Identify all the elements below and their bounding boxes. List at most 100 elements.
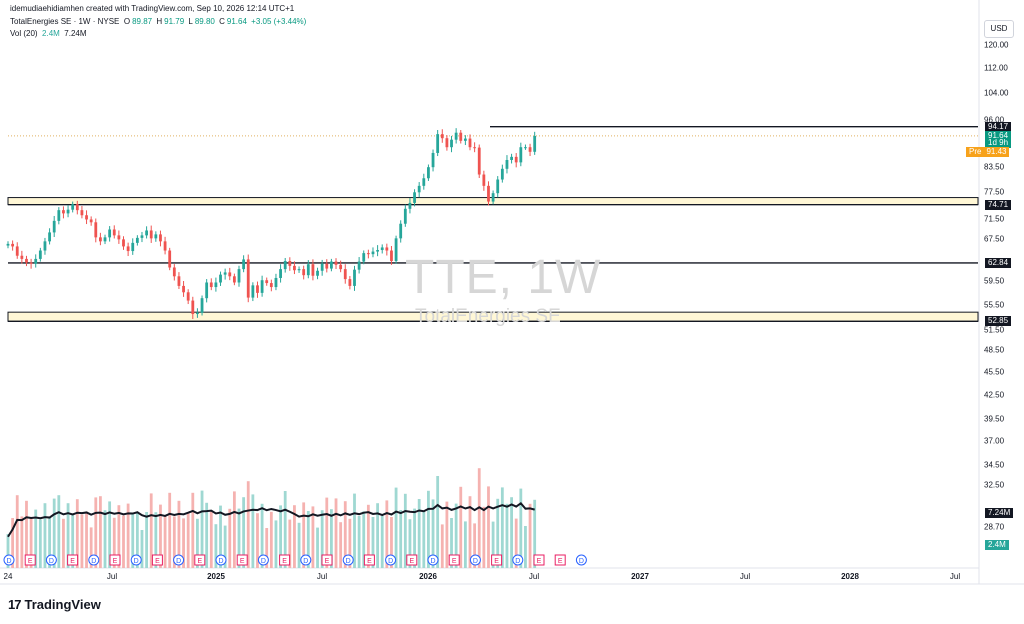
candle: [491, 193, 495, 202]
candle: [159, 234, 162, 242]
candle: [20, 255, 24, 259]
dividend-marker: [215, 554, 227, 566]
volume-bar: [191, 492, 195, 568]
candle: [163, 241, 167, 251]
candle: [214, 282, 218, 288]
price-label-level: 62.84: [985, 257, 1012, 268]
candle: [306, 264, 310, 276]
earnings-marker: [554, 554, 566, 566]
volume-bar: [500, 487, 504, 568]
candle: [34, 258, 38, 264]
dividend-marker: [3, 554, 15, 566]
candle: [94, 222, 98, 238]
time-tick: Jul: [316, 572, 328, 581]
dividend-marker: [300, 554, 312, 566]
candle: [25, 258, 28, 263]
volume-value: 2.4M: [42, 29, 60, 38]
candle: [366, 253, 370, 255]
earnings-marker: [236, 554, 248, 566]
time-tick: Jul: [739, 572, 751, 581]
candle: [343, 269, 347, 280]
volume-bar: [417, 499, 421, 568]
price-tick: 51.50: [984, 325, 1005, 335]
dividend-marker-label: D: [515, 558, 520, 565]
volume-bar: [436, 476, 440, 568]
candle: [260, 280, 264, 293]
candle: [172, 267, 176, 277]
volume-bar: [496, 498, 500, 568]
candle: [440, 134, 444, 139]
dividend-marker-label: D: [430, 558, 435, 565]
volume-ma-value: 7.24M: [64, 29, 87, 38]
candle: [80, 210, 84, 216]
candle: [371, 251, 375, 255]
candle: [445, 138, 449, 148]
candle: [459, 132, 463, 141]
volume-bar: [440, 524, 444, 568]
tradingview-brand[interactable]: 17 TradingView: [8, 597, 101, 612]
candle: [533, 135, 537, 152]
candle: [482, 174, 486, 186]
candle: [117, 235, 121, 240]
candle: [122, 239, 125, 247]
volume-bar: [385, 500, 389, 568]
earnings-marker-label: E: [113, 558, 118, 565]
volume-bar: [288, 519, 292, 568]
volume-bar: [510, 497, 513, 568]
candle: [6, 243, 10, 246]
candle: [454, 132, 458, 140]
dividend-marker: [427, 554, 439, 566]
candle: [362, 253, 366, 262]
candle: [505, 159, 509, 169]
volume-bar: [154, 512, 158, 568]
volume-bar: [219, 505, 222, 568]
candle: [427, 167, 430, 179]
time-tick: Jul: [949, 572, 961, 581]
volume-bar: [89, 527, 93, 568]
candle: [302, 269, 306, 276]
candle: [385, 247, 389, 251]
price-tick: 77.50: [984, 187, 1005, 197]
volume-bar: [487, 486, 490, 568]
candle: [237, 269, 241, 283]
price-label-level: 74.71: [985, 199, 1012, 210]
volume-bar: [122, 515, 125, 568]
volume-bar: [186, 512, 190, 568]
candle: [297, 269, 301, 271]
earnings-marker-label: E: [452, 558, 457, 565]
volume-bar: [232, 491, 236, 568]
time-tick: 24: [3, 572, 13, 581]
dividend-marker-label: D: [388, 558, 393, 565]
volume-bar: [279, 505, 282, 568]
candle: [15, 246, 19, 256]
candle: [232, 276, 236, 283]
candle: [71, 204, 75, 210]
candle: [99, 237, 102, 242]
volume-bar: [311, 506, 315, 568]
earnings-marker: [279, 554, 291, 566]
earnings-marker: [194, 554, 206, 566]
candle: [468, 138, 472, 148]
candle: [108, 229, 112, 238]
volume-bar: [302, 502, 306, 568]
candle: [126, 246, 130, 252]
dividend-marker-label: D: [91, 558, 96, 565]
candle: [191, 300, 195, 315]
volume-bar: [209, 510, 213, 568]
volume-bar: [325, 497, 329, 568]
candle: [228, 272, 232, 277]
currency-button[interactable]: USD: [984, 20, 1014, 38]
volume-bar: [533, 499, 537, 568]
candle: [135, 237, 139, 243]
volume-bar: [403, 493, 407, 568]
candle: [269, 283, 273, 288]
volume-bar: [380, 516, 384, 568]
volume-bar: [62, 518, 65, 568]
volume-bar: [43, 503, 47, 568]
earnings-marker: [406, 554, 418, 566]
candle: [43, 241, 47, 251]
earnings-marker: [67, 554, 79, 566]
candle: [209, 282, 213, 288]
